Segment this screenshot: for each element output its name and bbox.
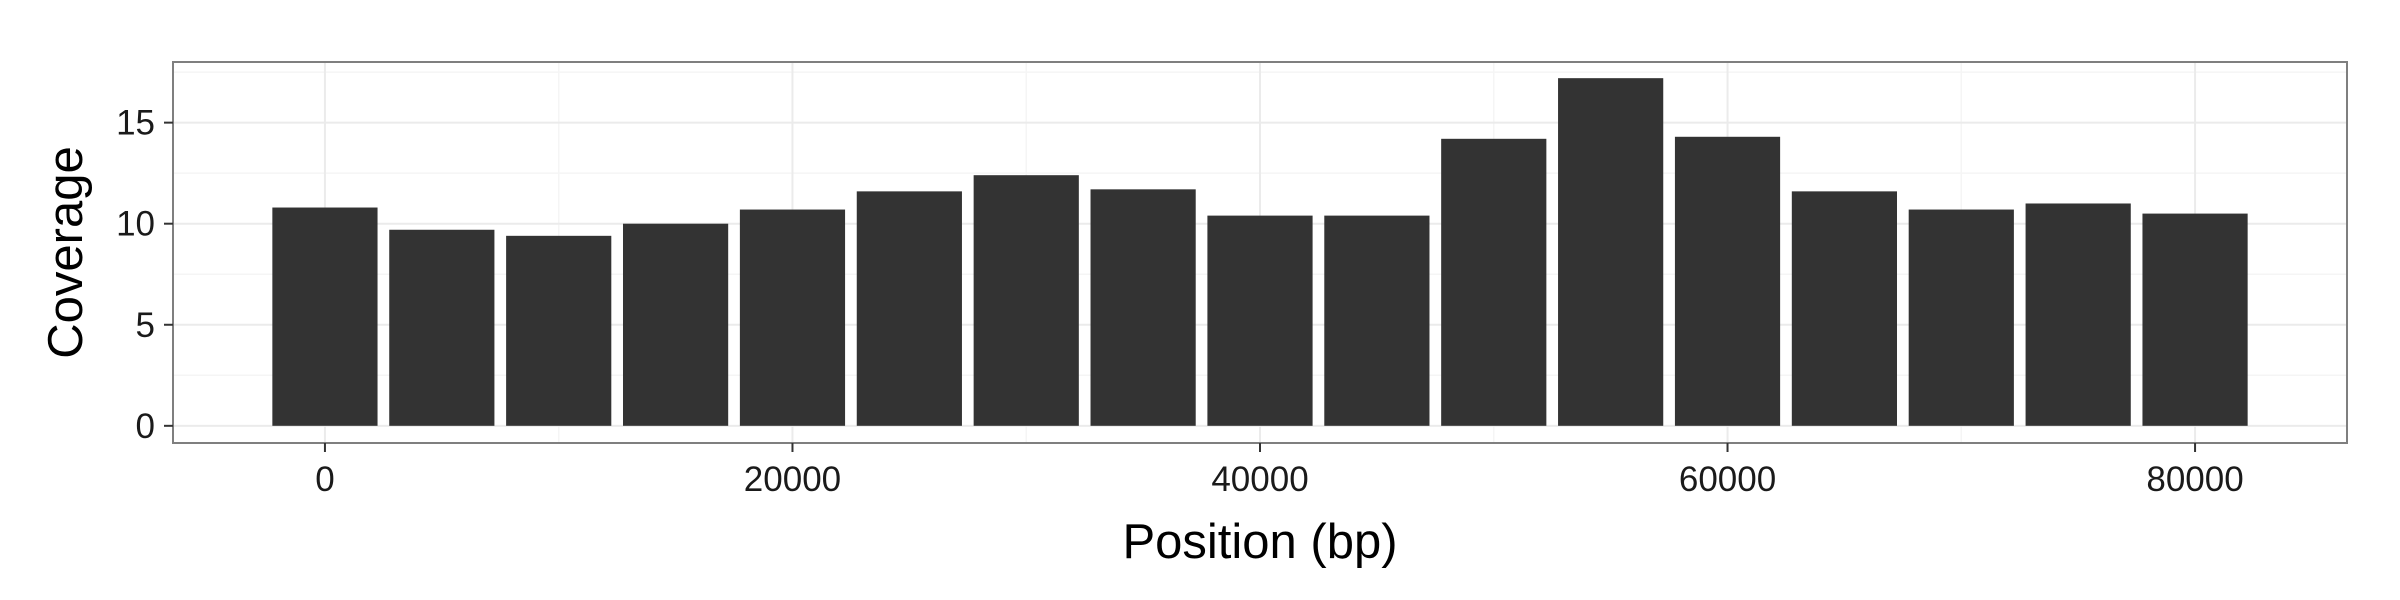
bar [1558, 78, 1664, 426]
bar [973, 175, 1079, 426]
x-tick-label: 0 [315, 460, 334, 499]
y-tick-label: 0 [136, 407, 155, 446]
y-tick-label: 10 [116, 205, 155, 244]
y-axis-title: Coverage [39, 146, 93, 358]
y-axis-ticks: 0 5 10 15 [116, 104, 173, 446]
bar [622, 223, 729, 426]
bars [272, 78, 2248, 426]
bar [1791, 191, 1898, 426]
bar [1090, 189, 1196, 426]
x-axis-ticks: 0 20000 40000 60000 80000 [315, 443, 2244, 499]
bar [389, 229, 495, 426]
bar [506, 235, 612, 426]
bar [1674, 136, 1781, 426]
bar [2025, 203, 2131, 426]
bar [1207, 215, 1313, 426]
y-tick-label: 15 [116, 104, 155, 143]
bar [1441, 138, 1547, 426]
x-tick-label: 40000 [1211, 460, 1308, 499]
x-tick-label: 20000 [744, 460, 841, 499]
x-tick-label: 80000 [2146, 460, 2243, 499]
bar [272, 207, 378, 426]
bar [2142, 213, 2248, 426]
bar [1324, 215, 1430, 426]
bar [856, 191, 962, 426]
x-axis-title: Position (bp) [1122, 515, 1397, 569]
y-tick-label: 5 [136, 306, 155, 345]
x-tick-label: 60000 [1679, 460, 1776, 499]
bar [1908, 209, 2014, 426]
bar [739, 209, 846, 426]
